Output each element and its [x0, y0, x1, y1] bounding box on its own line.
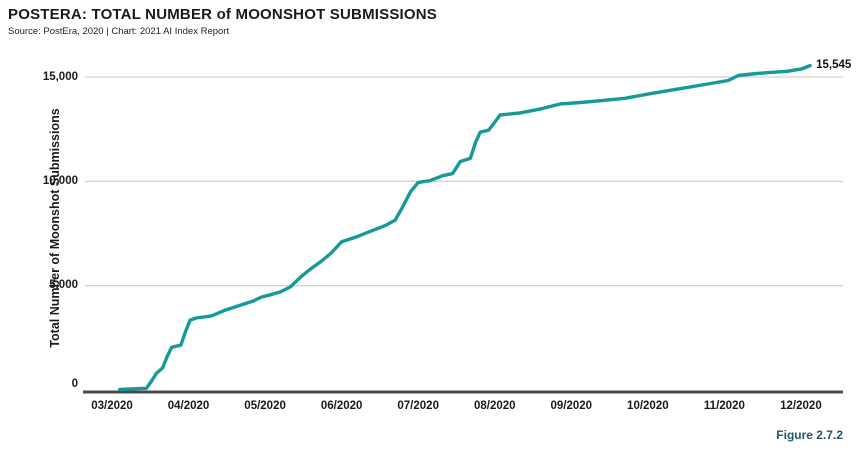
y-tick-label: 10,000 — [42, 174, 78, 187]
x-tick-label: 03/2020 — [91, 400, 133, 412]
x-tick-label: 08/2020 — [473, 400, 516, 412]
y-tick-label: 5,000 — [49, 279, 78, 292]
end-value-label: 15,545 — [816, 58, 852, 71]
x-tick-label: 04/2020 — [167, 400, 210, 412]
x-tick-label: 07/2020 — [397, 400, 439, 412]
x-tick-label: 05/2020 — [244, 400, 286, 412]
y-tick-label: 15,000 — [42, 70, 78, 83]
x-tick-label: 06/2020 — [320, 400, 363, 412]
chart-title: POSTERA: TOTAL NUMBER of MOONSHOT SUBMIS… — [8, 6, 438, 23]
chart-source: Source: PostEra, 2020 | Chart: 2021 AI I… — [8, 26, 230, 37]
x-tick-label: 12/2020 — [780, 400, 822, 412]
submissions-line-series — [117, 63, 812, 392]
x-tick-label: 09/2020 — [550, 400, 593, 412]
y-tick-label: 0 — [71, 377, 78, 390]
x-tick-label: 10/2020 — [627, 400, 669, 412]
figure-number: Figure 2.7.2 — [776, 428, 843, 442]
x-tick-label: 11/2020 — [703, 400, 745, 412]
